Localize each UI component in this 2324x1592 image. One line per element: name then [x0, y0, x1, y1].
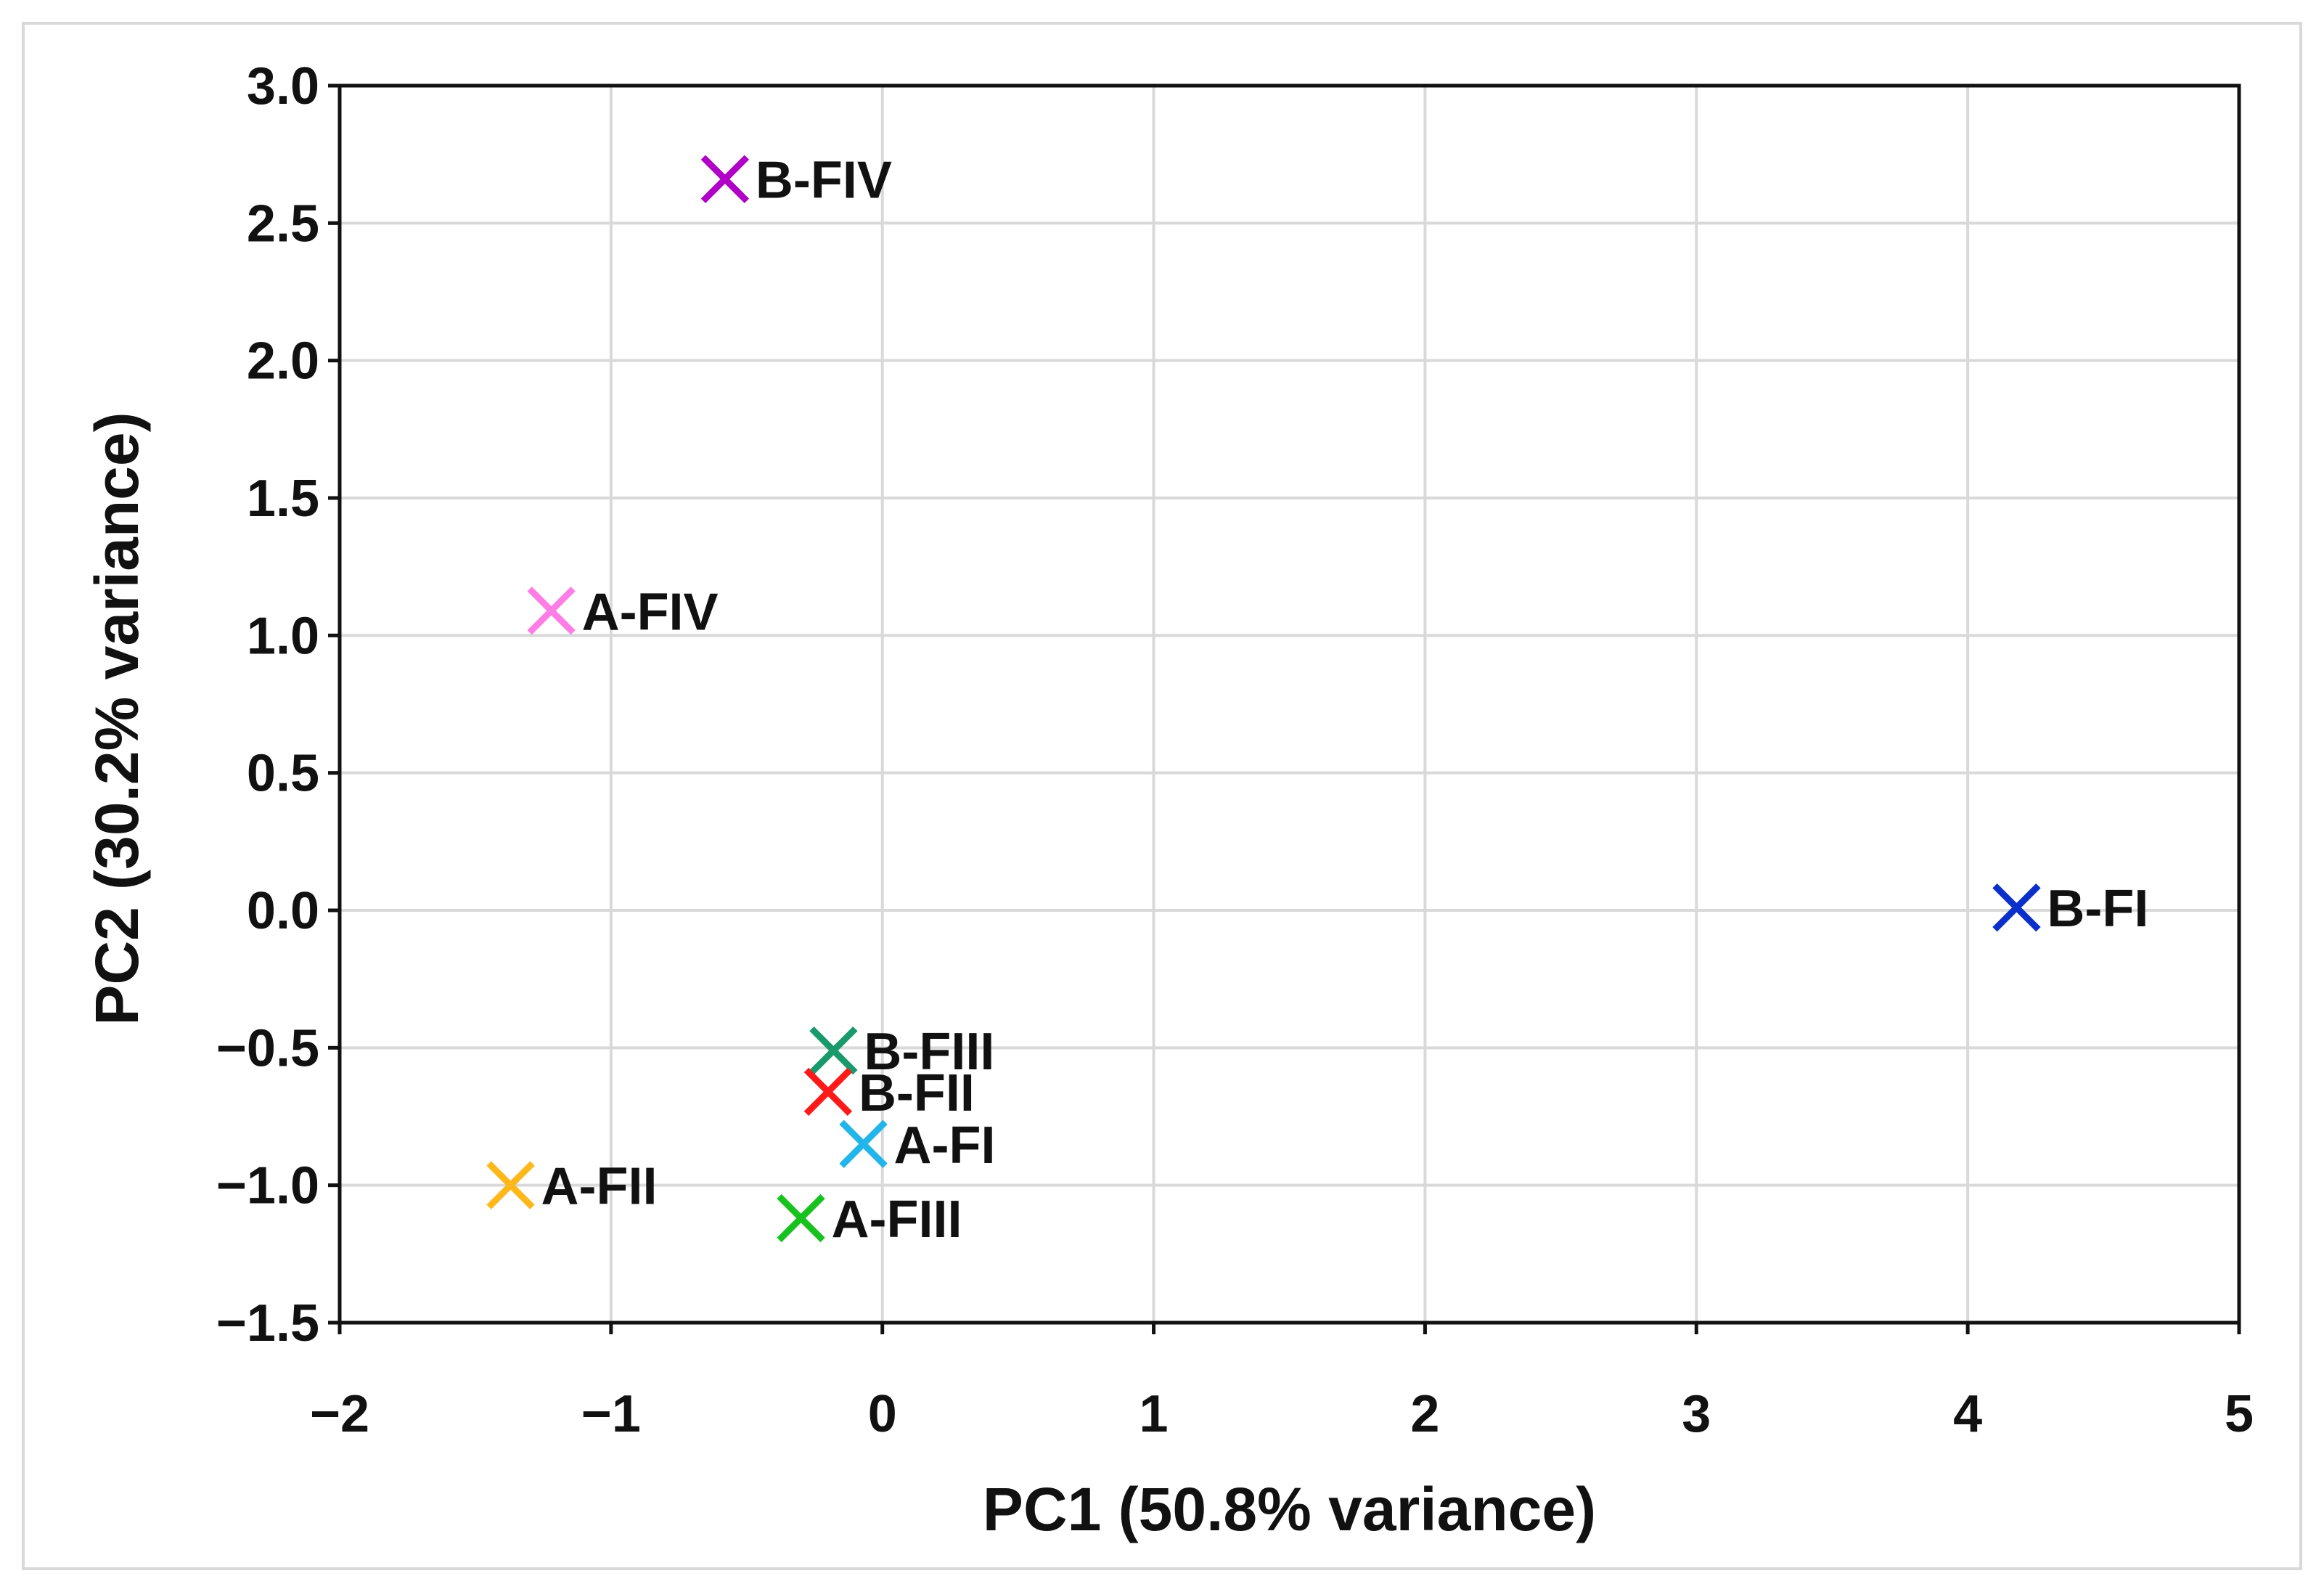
data-point: B-FIV — [700, 152, 892, 210]
grid-lines — [338, 84, 2241, 1324]
x-tick-label: 0 — [868, 1385, 897, 1443]
y-tick-label: 2.5 — [247, 195, 319, 253]
point-marker-stroke — [486, 1161, 535, 1209]
data-point: A-FIV — [527, 583, 719, 641]
axes — [328, 83, 2241, 1334]
y-tick-label: −1.5 — [216, 1294, 319, 1352]
y-tick-label: −1.0 — [216, 1157, 319, 1215]
x-tick-label: −1 — [581, 1385, 641, 1443]
y-tick-label: 0.5 — [247, 745, 319, 803]
x-axis-title: PC1 (50.8% variance) — [983, 1475, 1596, 1543]
point-label: B-FIV — [756, 152, 892, 210]
data-point: A-FI — [839, 1117, 996, 1175]
point-marker-stroke — [809, 1026, 858, 1075]
y-tick-label: 1.5 — [247, 470, 319, 528]
data-point: A-FIII — [777, 1191, 962, 1249]
data-point: A-FII — [486, 1158, 658, 1216]
x-tick-label: 2 — [1410, 1385, 1439, 1443]
x-tick-label: 1 — [1140, 1385, 1169, 1443]
point-label: A-FII — [541, 1158, 658, 1216]
point-marker-stroke — [803, 1067, 853, 1117]
plot-border — [337, 83, 2241, 1325]
data-point: B-FI — [1992, 880, 2148, 938]
data-point: B-FII — [803, 1064, 975, 1122]
point-label: B-FI — [2047, 880, 2148, 938]
point-marker-stroke — [777, 1193, 825, 1243]
data-point: B-FIII — [809, 1023, 994, 1081]
point-label: A-FIV — [582, 583, 719, 641]
y-tick-label: 1.0 — [247, 607, 319, 665]
y-axis-title: PC2 (30.2% variance) — [83, 412, 151, 1025]
point-label: B-FIII — [864, 1023, 994, 1081]
y-tick-label: −0.5 — [216, 1019, 319, 1077]
y-tick-label: 2.0 — [247, 332, 319, 391]
x-tick-label: 5 — [2225, 1385, 2254, 1443]
chart-frame — [22, 22, 2302, 1570]
x-tick-label: 3 — [1682, 1385, 1711, 1443]
tick-labels: −2 −1 0 1 2 3 4 5 −1.5 −1.0 −0.5 0.0 0.5 1.0 1.5 2.0 2.5… — [216, 57, 2254, 1443]
point-marker-stroke — [1992, 883, 2041, 932]
point-marker-stroke — [839, 1119, 888, 1169]
point-marker-stroke — [700, 155, 750, 203]
x-tick-label: 4 — [1953, 1385, 1982, 1443]
point-label: B-FII — [859, 1064, 975, 1122]
point-label: A-FIII — [832, 1191, 962, 1249]
y-tick-label: 0.0 — [247, 882, 319, 940]
y-tick-label: 3.0 — [247, 57, 319, 115]
x-tick-label: −2 — [310, 1385, 369, 1443]
point-label: A-FI — [894, 1117, 996, 1175]
point-marker-stroke — [527, 587, 576, 635]
